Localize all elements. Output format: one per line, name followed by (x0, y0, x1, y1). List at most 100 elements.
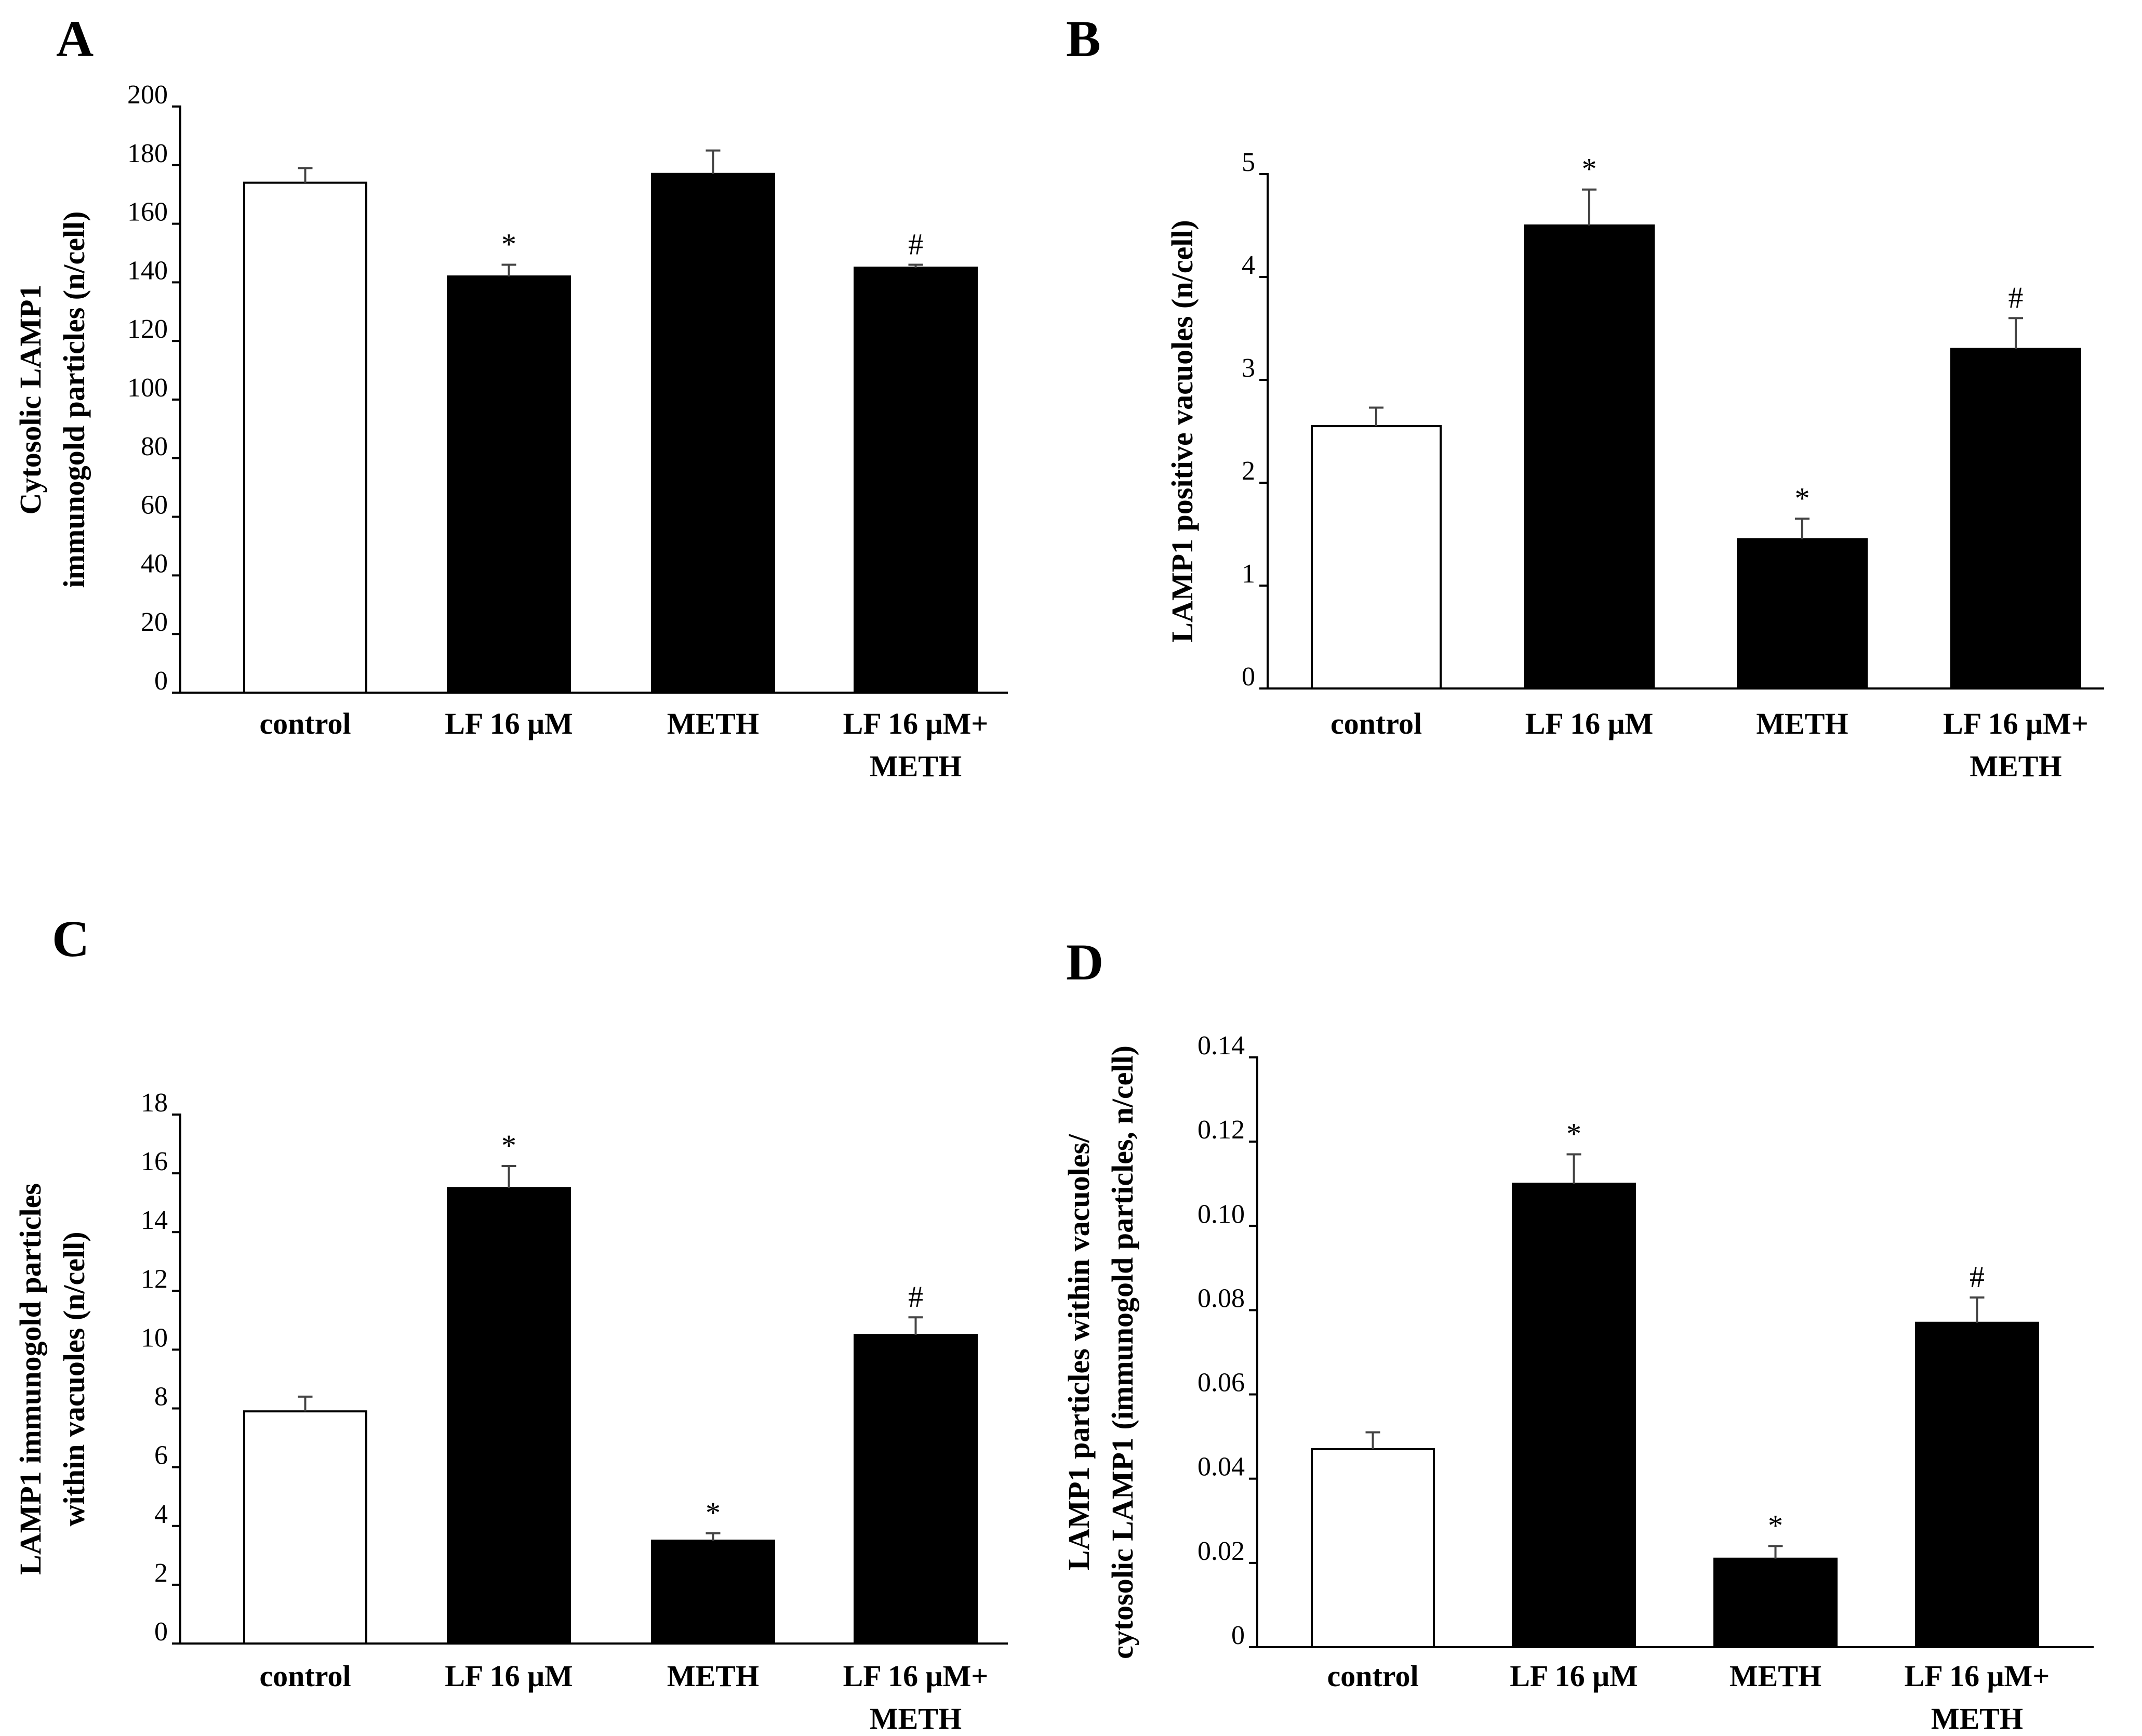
panel-d-bar-2 (1512, 1183, 1636, 1649)
panel-a-category-label: LF 16 μM+ (843, 707, 989, 740)
panel-a-bar-3 (651, 173, 775, 694)
panel-a-y-tick-label: 160 (127, 197, 168, 227)
panel-c-y-tick-label: 16 (141, 1147, 168, 1176)
panel-c-y-axis-title-line: within vacuoles (n/cell) (57, 1231, 91, 1526)
panel-b-y-tick-label: 0 (1242, 662, 1255, 692)
panel-d-y-axis-title-line: LAMP1 particles within vacuoles/ (1062, 1134, 1096, 1570)
panel-b-bar-4 (1950, 348, 2081, 690)
panel-d-letter: D (1066, 933, 1103, 991)
panel-a-significance-mark-4: # (908, 228, 923, 261)
panel-a-y-axis-title: Cytosolic LAMP1 immunogold particles (n/c… (14, 211, 91, 588)
panel-a-significance-mark-2: * (501, 228, 516, 261)
panel-b-category-label: control (1331, 707, 1422, 740)
panel-c-y-tick-label: 6 (154, 1441, 168, 1470)
panel-d-bar-3 (1713, 1557, 1838, 1648)
panel-b-significance-mark-4: # (2008, 281, 2024, 314)
panel-b-y-axis-title-line: LAMP1 positive vacuoles (n/cell) (1165, 220, 1199, 643)
panel-d-y-tick-label: 0.02 (1198, 1536, 1245, 1566)
panel-a-y-tick-label: 200 (127, 80, 168, 110)
panel-a-bar-1 (243, 181, 367, 694)
panel-b-y-axis-title: LAMP1 positive vacuoles (n/cell) (1165, 220, 1199, 643)
panel-c-significance-mark-3: * (706, 1496, 721, 1530)
panel-a-y-tick-label: 120 (127, 314, 168, 344)
panel-d-y-axis-title-line: cytosolic LAMP1 (immunogold particles, n… (1106, 1045, 1139, 1659)
panel-c-y-tick-label: 18 (141, 1088, 168, 1118)
panel-c-category-label: METH (870, 1702, 962, 1735)
panel-c-y-tick-label: 0 (154, 1617, 168, 1647)
panel-c-y-tick-label: 10 (141, 1323, 168, 1353)
panel-d-chart: D 0 0.02 0.04 0.06 0.08 0.10 0.12 0.14 LAMP1 part… (1062, 933, 2094, 1735)
panel-a-y-axis-title-line: immunogold particles (n/cell) (57, 211, 91, 588)
panel-a-category-label: control (259, 707, 351, 740)
panel-d-category-label: control (1327, 1659, 1418, 1693)
panel-a-y-axis-title-line: Cytosolic LAMP1 (14, 285, 47, 515)
panel-d-y-tick-label: 0.12 (1198, 1115, 1245, 1145)
panel-c-chart: C 0 2 4 6 8 10 12 14 16 18 LAMP1 immunogold particl… (14, 910, 1008, 1735)
panel-a-y-tick-label: 40 (141, 549, 168, 578)
panel-a-y-tick-label: 60 (141, 491, 168, 520)
panel-d-y-tick-label: 0 (1231, 1621, 1245, 1650)
panel-a-chart: A 0 20 40 60 80 100 120 140 160 180 200 Cytosolic LA… (14, 10, 1008, 783)
panel-c-bar-1 (243, 1410, 367, 1645)
panel-b-category-label: METH (1970, 749, 2061, 783)
panel-d-y-tick-label: 0.06 (1198, 1368, 1245, 1398)
panel-a-bar-2 (447, 275, 571, 694)
panel-c-bar-3 (651, 1540, 775, 1645)
panel-a-letter: A (56, 10, 94, 68)
panel-c-bar-2 (447, 1187, 571, 1645)
panel-a-y-tick-label: 100 (127, 373, 168, 403)
panel-a-y-tick-label: 0 (154, 666, 168, 696)
panel-b-y-tick-label: 4 (1242, 250, 1255, 280)
panel-c-y-tick-label: 8 (154, 1382, 168, 1412)
panel-b-category-label: METH (1756, 707, 1848, 740)
panel-d-y-tick-label: 0.08 (1198, 1283, 1245, 1313)
panel-a-y-tick-label: 140 (127, 256, 168, 285)
panel-b-y-tick-label: 5 (1242, 148, 1255, 177)
panel-c-significance-mark-4: # (908, 1280, 923, 1314)
panel-a-y-tick-label: 80 (141, 432, 168, 461)
panel-b-y-tick-label: 2 (1242, 456, 1255, 486)
panel-b-y-tick-label: 3 (1242, 353, 1255, 383)
panel-d-significance-mark-2: * (1566, 1117, 1581, 1150)
panel-c-y-tick-label: 14 (141, 1205, 168, 1235)
panel-a-category-label: METH (870, 749, 962, 783)
panel-d-category-label: METH (1729, 1659, 1821, 1693)
panel-d-significance-mark-3: * (1768, 1508, 1783, 1542)
panel-c-y-axis-title: LAMP1 immunogold particles within vacuole… (14, 1183, 91, 1575)
panel-c-category-label: control (259, 1659, 351, 1693)
panel-c-category-label: LF 16 μM+ (843, 1659, 989, 1693)
panel-d-category-label: METH (1931, 1702, 2023, 1735)
panel-c-category-label: LF 16 μM (445, 1659, 573, 1693)
panel-b-category-label: LF 16 μM+ (1943, 707, 2088, 740)
panel-a-bar-4 (854, 267, 978, 694)
panel-c-category-label: METH (667, 1659, 759, 1693)
panel-c-bar-4 (854, 1334, 978, 1645)
panel-d-y-tick-label: 0.14 (1198, 1031, 1245, 1061)
panel-b-bar-3 (1737, 538, 1868, 690)
panel-b-y-tick-label: 1 (1242, 559, 1255, 589)
panel-d-bar-4 (1915, 1321, 2039, 1648)
panel-b-significance-mark-2: * (1582, 152, 1597, 186)
panel-d-y-axis-title: LAMP1 particles within vacuoles/cytosoli… (1062, 1045, 1139, 1659)
panel-d-bar-1 (1311, 1448, 1435, 1649)
panel-c-y-tick-label: 2 (154, 1558, 168, 1588)
panel-d-y-tick-label: 0.04 (1198, 1452, 1245, 1482)
panel-a-category-label: METH (667, 707, 759, 740)
panel-d-y-tick-label: 0.10 (1198, 1199, 1245, 1229)
panel-c-y-tick-label: 12 (141, 1264, 168, 1294)
panel-d-category-label: LF 16 μM+ (1905, 1659, 2050, 1693)
panel-b-chart: B 0 1 2 3 4 5 LAMP1 positive vacuoles (n/cell) c… (1066, 10, 2104, 783)
panel-a-y-tick-label: 20 (141, 607, 168, 637)
panel-a-y-tick-label: 180 (127, 139, 168, 168)
panel-d-significance-mark-4: # (1970, 1260, 1985, 1294)
panel-d-category-label: LF 16 μM (1510, 1659, 1638, 1693)
panel-c-y-tick-label: 4 (154, 1500, 168, 1529)
panel-b-bar-2 (1524, 224, 1655, 690)
panel-a-category-label: LF 16 μM (445, 707, 573, 740)
panel-c-letter: C (52, 910, 89, 968)
panel-b-letter: B (1066, 10, 1101, 68)
panel-b-significance-mark-3: * (1795, 481, 1810, 515)
panel-c-significance-mark-2: * (501, 1129, 516, 1162)
panel-b-category-label: LF 16 μM (1525, 707, 1654, 740)
